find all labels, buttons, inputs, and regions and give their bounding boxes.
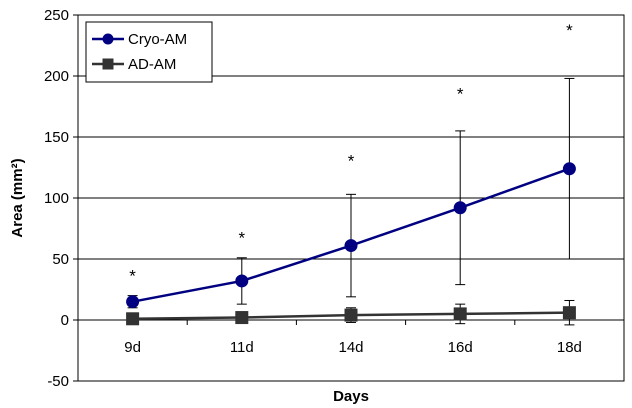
data-point (453, 201, 467, 215)
y-tick-label: 50 (52, 251, 69, 268)
y-tick-label: 250 (44, 7, 69, 24)
y-axis-title: Area (mm²) (9, 158, 26, 237)
data-point (453, 307, 467, 321)
legend: Cryo-AM AD-AM (85, 21, 213, 83)
legend-marker (102, 58, 114, 70)
legend-label: Cryo-AM (128, 31, 187, 48)
x-axis-ticks: 9d 11d 14d 16d 18d (77, 320, 625, 356)
data-point (126, 295, 140, 309)
legend-marker (102, 33, 114, 45)
significance-mark: * (457, 85, 464, 104)
data-point (344, 239, 358, 253)
series (126, 77, 576, 309)
significance-mark: * (129, 266, 136, 285)
data-point (562, 306, 576, 320)
y-axis-ticks: -50 0 50 100 150 200 250 (44, 7, 78, 390)
x-tick-label: 16d (448, 339, 473, 356)
data-point (235, 274, 249, 288)
y-tick-label: 0 (61, 312, 69, 329)
legend-box (85, 21, 213, 83)
x-tick-label: 18d (557, 339, 582, 356)
significance-mark: * (238, 229, 245, 248)
y-tick-label: 200 (44, 68, 69, 85)
x-tick-label: 14d (338, 339, 363, 356)
x-axis-title: Days (333, 388, 369, 405)
significance-mark: * (348, 152, 355, 171)
y-tick-label: 150 (44, 129, 69, 146)
significance-mark: * (566, 21, 573, 40)
data-point (235, 311, 249, 325)
y-tick-label: 100 (44, 190, 69, 207)
data-point (562, 162, 576, 176)
x-tick-label: 11d (230, 339, 254, 356)
y-tick-label: -50 (47, 373, 69, 390)
data-point (126, 312, 140, 326)
series (126, 299, 576, 326)
series-layer (126, 77, 576, 326)
data-point (344, 308, 358, 322)
x-tick-label: 9d (124, 339, 141, 356)
legend-label: AD-AM (128, 56, 176, 73)
annotations: * * * * * (129, 21, 573, 285)
